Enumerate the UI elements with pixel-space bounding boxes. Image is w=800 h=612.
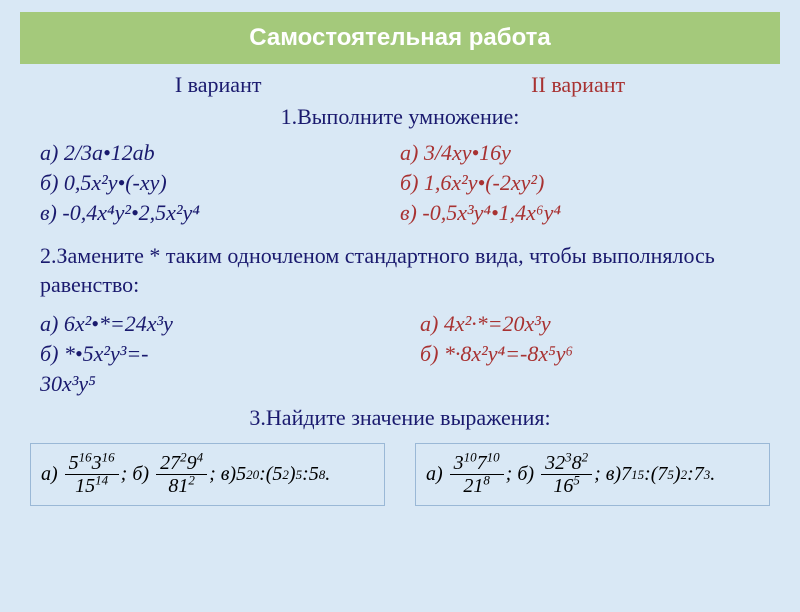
task1-left-c: в) -0,4х⁴у²•2,5х²у⁴ [40, 200, 400, 226]
task1-left-a: а) 2/3а•12аb [40, 140, 400, 166]
task2-right-col: а) 4х²·*=20х³у б) *·8х²у⁴=-8х⁵у⁶ [380, 307, 760, 401]
task2-left-col: а) 6х²•*=24х³у б) *•5х²у³=- 30х³у⁵ [40, 307, 380, 401]
task2-right-a: а) 4х²·*=20х³у [420, 311, 760, 337]
task2-left-a: а) 6х²•*=24х³у [40, 311, 380, 337]
task1-right-b: б) 1,6х²у•(-2ху²) [400, 170, 760, 196]
task3-left-formula: а) 5163161514 ; б) 27294812 ; в)520:(52)… [30, 443, 385, 506]
task1-title: 1.Выполните умножение: [0, 104, 800, 130]
task1-content: а) 2/3а•12аb б) 0,5х²у•(-ху) в) -0,4х⁴у²… [40, 136, 760, 230]
variant-row: I вариант II вариант [40, 72, 760, 98]
task3-right-formula: а) 310710218 ; б) 32382165 ; в)715:(75)2… [415, 443, 770, 506]
task1-right-c: в) -0,5х³у⁴•1,4х⁶у⁴ [400, 200, 760, 226]
task1-right-a: а) 3/4ху•16у [400, 140, 760, 166]
variant-2-label: II вариант [531, 72, 625, 98]
task2-left-b2: 30х³у⁵ [40, 371, 380, 397]
task1-left-b: б) 0,5х²у•(-ху) [40, 170, 400, 196]
task1-left-col: а) 2/3а•12аb б) 0,5х²у•(-ху) в) -0,4х⁴у²… [40, 136, 400, 230]
variant-1-label: I вариант [175, 72, 262, 98]
task2-right-b: б) *·8х²у⁴=-8х⁵у⁶ [420, 341, 760, 367]
task3-title: 3.Найдите значение выражения: [0, 405, 800, 431]
task2-content: а) 6х²•*=24х³у б) *•5х²у³=- 30х³у⁵ а) 4х… [40, 307, 760, 401]
task3-formulas: а) 5163161514 ; б) 27294812 ; в)520:(52)… [30, 443, 770, 506]
worksheet-header: Самостоятельная работа [20, 12, 780, 64]
task1-right-col: а) 3/4ху•16у б) 1,6х²у•(-2ху²) в) -0,5х³… [400, 136, 760, 230]
task2-left-b: б) *•5х²у³=- [40, 341, 380, 367]
task2-text: 2.Замените * таким одночленом стандартно… [40, 242, 760, 299]
